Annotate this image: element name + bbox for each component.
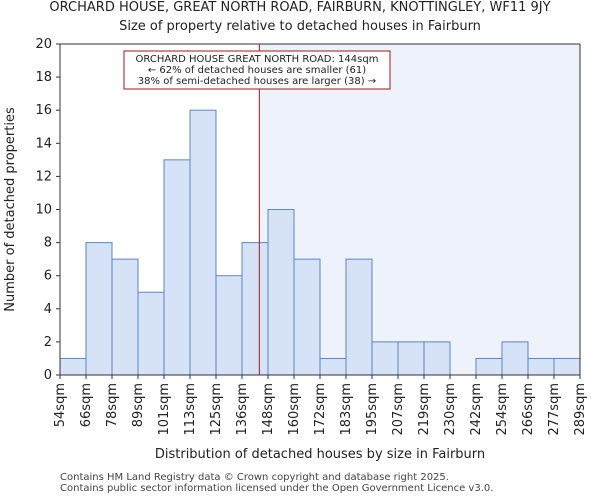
histogram-bar	[189, 109, 217, 376]
histogram-bar	[501, 341, 529, 376]
annotation-line-1: ORCHARD HOUSE GREAT NORTH ROAD: 144sqm	[136, 54, 379, 65]
footer: Contains HM Land Registry data © Crown c…	[60, 472, 493, 494]
histogram-bar	[345, 258, 373, 376]
x-tick-label: 125sqm	[209, 383, 224, 436]
histogram-bar	[137, 291, 165, 376]
histogram-bar	[553, 357, 581, 376]
y-tick-label: 4	[44, 302, 52, 317]
footer-line-1: Contains HM Land Registry data © Crown c…	[60, 472, 449, 483]
y-tick-label: 16	[35, 103, 52, 118]
footer-line-2: Contains public sector information licen…	[60, 483, 494, 494]
y-tick-label: 6	[44, 269, 52, 284]
x-axis-label: Distribution of detached houses by size …	[155, 447, 485, 462]
x-tick-label: 66sqm	[79, 383, 94, 427]
annotation-line-3: 38% of semi-detached houses are larger (…	[138, 76, 376, 87]
histogram-bar	[111, 258, 139, 376]
x-tick-label: 160sqm	[287, 383, 302, 436]
x-tick-label: 89sqm	[131, 383, 146, 427]
y-tick-label: 10	[35, 203, 52, 218]
x-tick-label: 113sqm	[183, 383, 198, 436]
y-tick-label: 20	[35, 37, 52, 52]
y-tick-label: 14	[35, 136, 52, 151]
y-tick-label: 2	[44, 335, 52, 350]
y-tick-label: 18	[35, 70, 52, 85]
x-tick-label: 289sqm	[573, 383, 588, 436]
histogram-bar	[85, 242, 113, 376]
x-tick-label: 195sqm	[365, 383, 380, 436]
x-tick-label: 207sqm	[391, 383, 406, 436]
histogram-bar	[319, 357, 347, 376]
histogram-bar	[293, 258, 321, 376]
x-tick-label: 242sqm	[469, 383, 484, 436]
chart-title: ORCHARD HOUSE, GREAT NORTH ROAD, FAIRBUR…	[49, 0, 551, 15]
y-tick-label: 0	[44, 368, 52, 383]
histogram-bar	[267, 209, 295, 376]
histogram-bar	[423, 341, 451, 376]
histogram-bar	[241, 242, 269, 376]
annotation-line-2: ← 62% of detached houses are smaller (61…	[148, 65, 366, 76]
histogram-bar	[527, 357, 555, 376]
histogram-bar	[371, 341, 399, 376]
y-tick-label: 12	[35, 169, 52, 184]
x-tick-label: 254sqm	[495, 383, 510, 436]
x-tick-label: 136sqm	[235, 383, 250, 436]
histogram-bar	[59, 357, 87, 376]
x-tick-label: 78sqm	[105, 383, 120, 427]
histogram-bar	[163, 159, 191, 376]
x-tick-label: 172sqm	[313, 383, 328, 436]
x-tick-label: 230sqm	[443, 383, 458, 436]
x-tick-label: 148sqm	[261, 383, 276, 436]
x-tick-label: 101sqm	[157, 383, 172, 436]
annotation-box	[123, 50, 391, 90]
histogram-bar	[397, 341, 425, 376]
y-tick-label: 8	[44, 236, 52, 251]
histogram-bar	[475, 357, 503, 376]
histogram-bar	[215, 275, 243, 376]
x-tick-label: 183sqm	[339, 383, 354, 436]
x-tick-label: 54sqm	[53, 383, 68, 427]
chart-subtitle: Size of property relative to detached ho…	[119, 19, 481, 34]
x-tick-label: 277sqm	[547, 383, 562, 436]
x-tick-label: 266sqm	[521, 383, 536, 436]
x-tick-label: 219sqm	[417, 383, 432, 436]
histogram-chart: 0 2 4 6 8 10 12 14 16 18 20 54sqm 66sqm 78sqm 89sqm 101…	[3, 37, 588, 462]
y-axis-label: Number of detached properties	[3, 107, 18, 312]
